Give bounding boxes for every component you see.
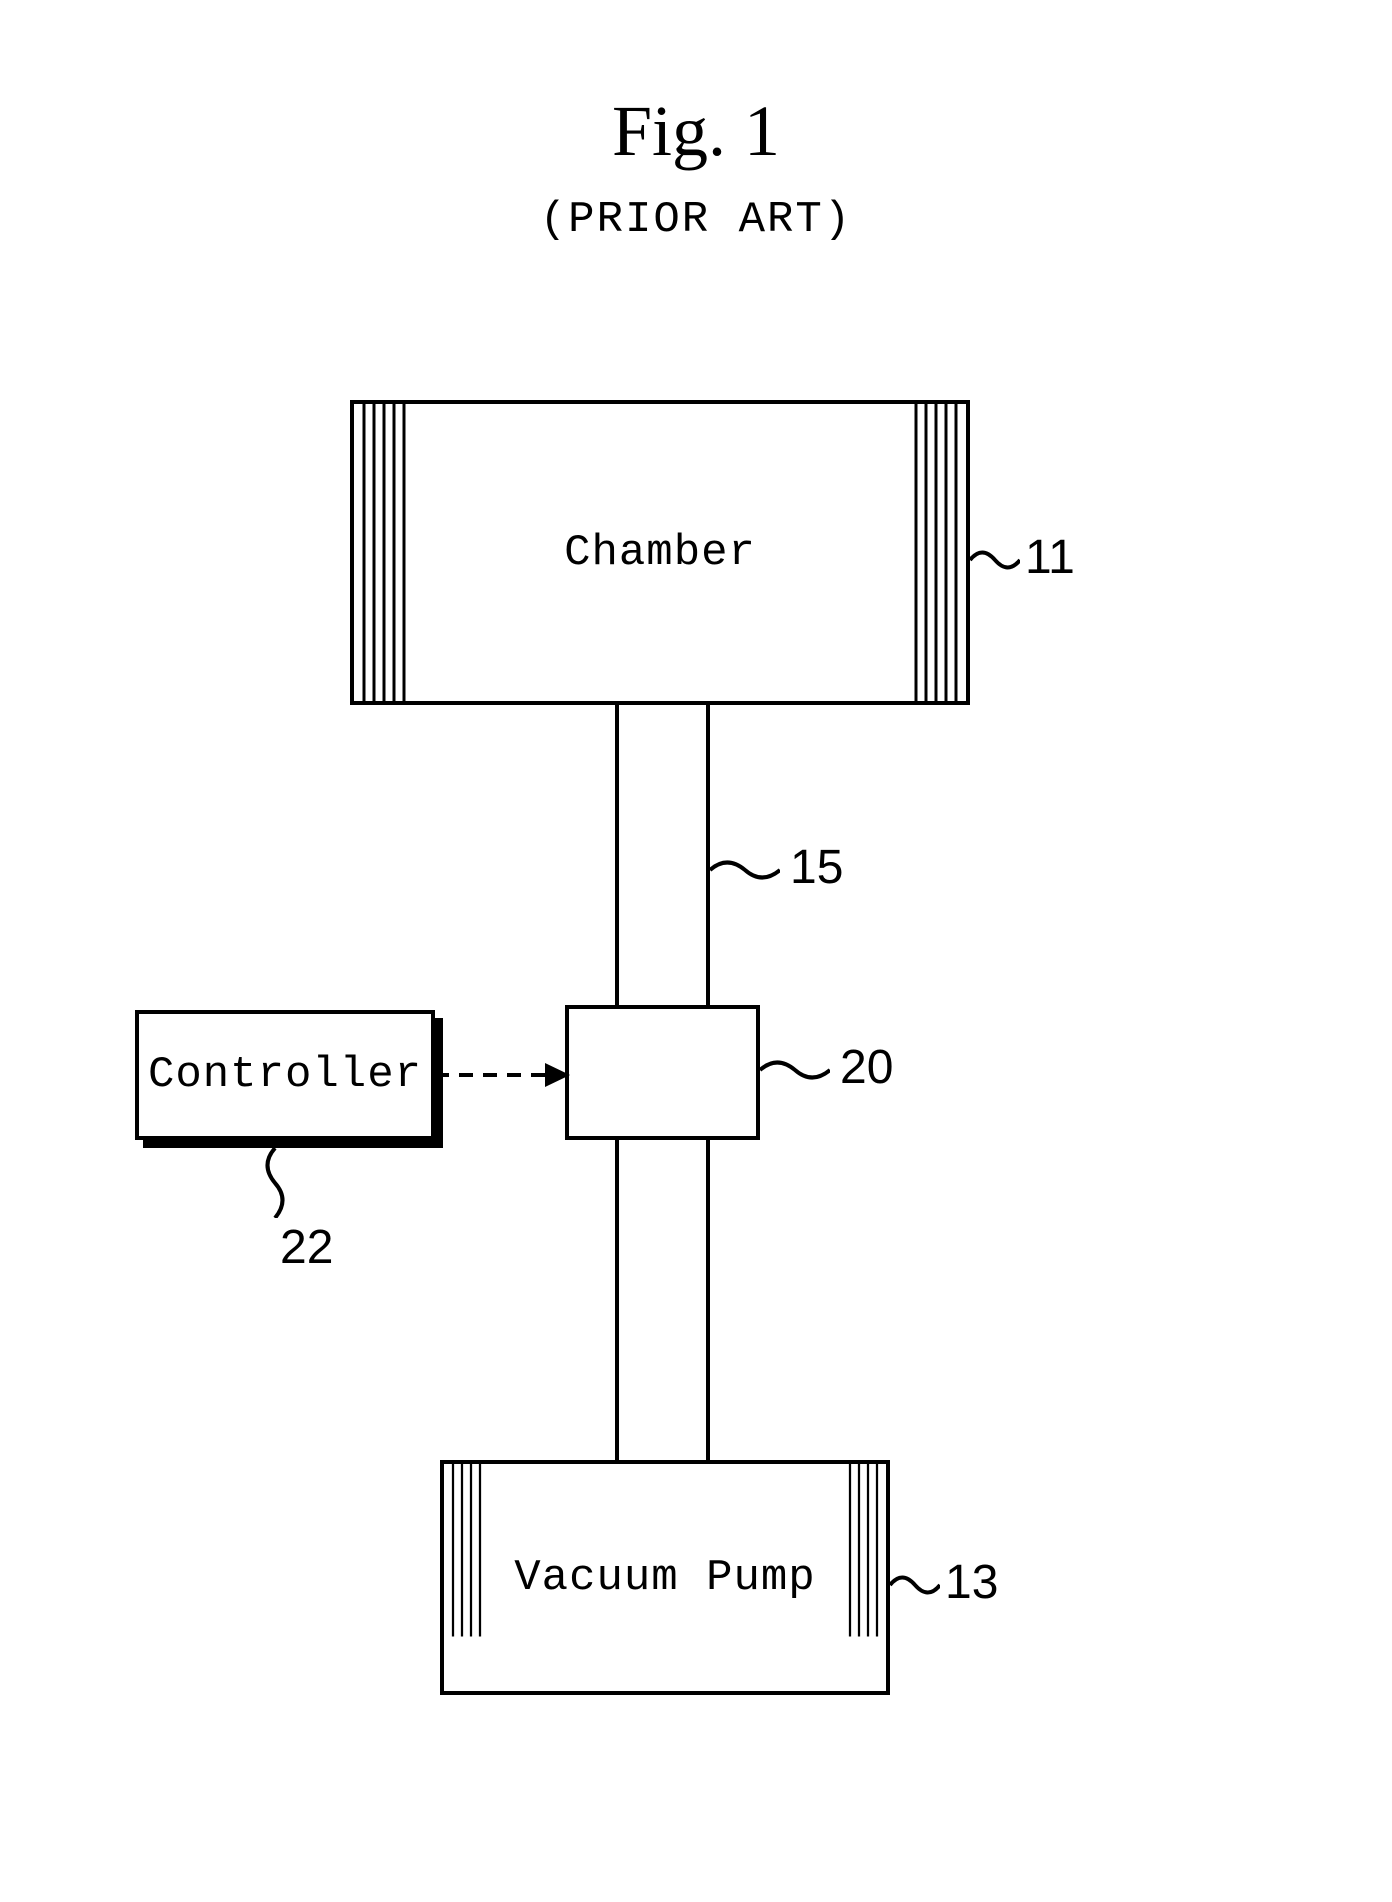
figure-title: Fig. 1 bbox=[0, 90, 1392, 173]
hatching-right bbox=[906, 404, 966, 704]
ref-15: 15 bbox=[790, 840, 843, 895]
ref-20: 20 bbox=[840, 1040, 893, 1095]
controller-block: Controller bbox=[135, 1010, 435, 1140]
controller-label: Controller bbox=[148, 1050, 422, 1100]
hatching-left bbox=[354, 404, 414, 704]
ref-13: 13 bbox=[945, 1555, 998, 1610]
chamber-block: Chamber bbox=[350, 400, 970, 705]
leader-15 bbox=[710, 850, 780, 890]
leader-11 bbox=[970, 540, 1020, 580]
leader-22 bbox=[255, 1148, 295, 1218]
pump-label: Vacuum Pump bbox=[514, 1553, 815, 1603]
valve-block bbox=[565, 1005, 760, 1140]
hatching-right bbox=[841, 1464, 886, 1637]
figure-subtitle: (PRIOR ART) bbox=[0, 195, 1392, 245]
pipe-lower bbox=[615, 1140, 710, 1460]
ref-11: 11 bbox=[1025, 530, 1075, 585]
hatching-left bbox=[444, 1464, 489, 1637]
chamber-label: Chamber bbox=[564, 528, 756, 578]
controller-to-valve-arrow bbox=[435, 1055, 570, 1095]
ref-22: 22 bbox=[280, 1220, 333, 1275]
pipe-upper bbox=[615, 705, 710, 1005]
pump-block: Vacuum Pump bbox=[440, 1460, 890, 1695]
leader-13 bbox=[890, 1565, 940, 1605]
leader-20 bbox=[760, 1050, 830, 1090]
